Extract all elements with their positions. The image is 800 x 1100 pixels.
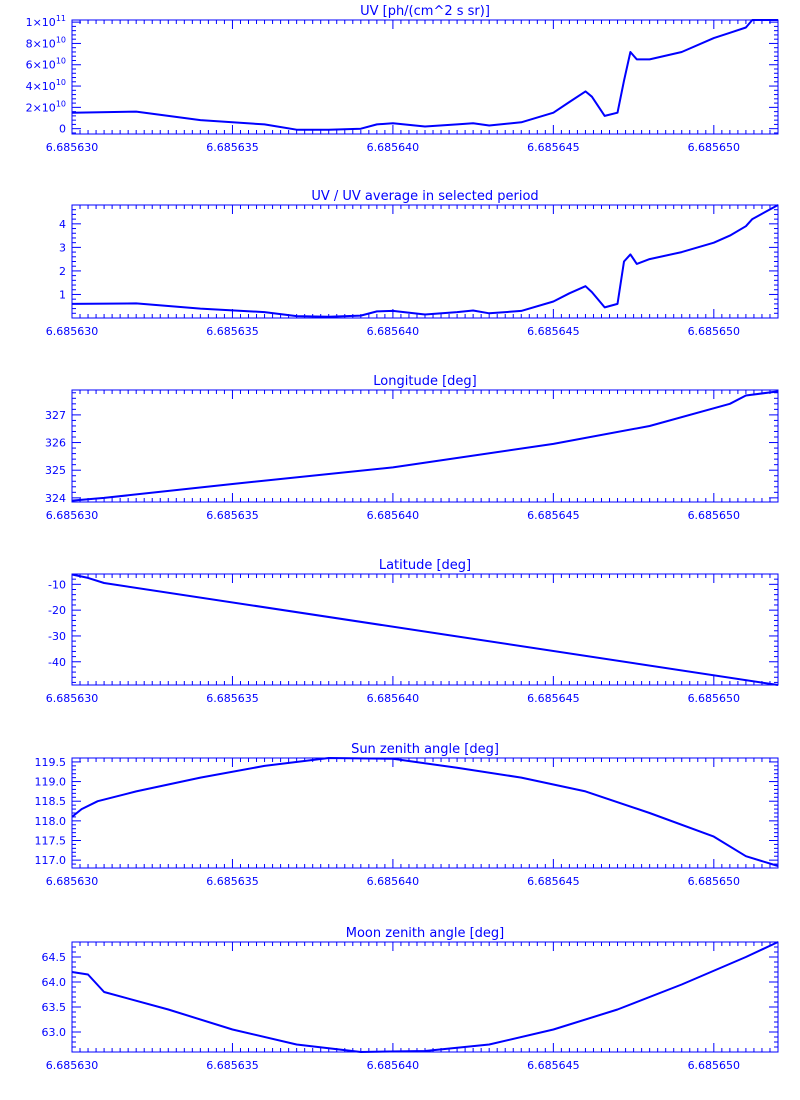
y-tick-mantissa: 4×10 xyxy=(26,80,56,93)
x-tick-label: 6.685645 xyxy=(527,509,580,522)
chart-panel-5: Sun zenith angle [deg] 6.685630 6.685635 6.… xyxy=(35,742,779,888)
y-tick-mantissa: 1×10 xyxy=(26,16,56,29)
y-tick-exponent: 10 xyxy=(56,57,66,66)
chart-title: UV [ph/(cm^2 s sr)] xyxy=(360,4,490,19)
x-tick-label: 6.685640 xyxy=(367,1059,420,1072)
y-tick-exponent: 11 xyxy=(56,14,66,23)
x-tick-label: 6.685635 xyxy=(206,509,259,522)
chart-panel-6: Moon zenith angle [deg] 6.685630 6.685635 6… xyxy=(42,926,779,1072)
y-tick-label: 119.0 xyxy=(35,776,67,789)
y-tick-label: 1×1011 xyxy=(26,14,66,29)
y-tick-label: 8×1010 xyxy=(26,35,66,50)
y-tick-label: 118.0 xyxy=(35,815,67,828)
x-tick-label: 6.685650 xyxy=(688,509,741,522)
y-tick-mantissa: 6×10 xyxy=(26,59,56,72)
y-tick-label: 327 xyxy=(45,409,66,422)
x-tick-label: 6.685645 xyxy=(527,875,580,888)
y-tick-label: 63.0 xyxy=(42,1026,67,1039)
chart-title: Latitude [deg] xyxy=(379,558,471,573)
y-tick-label: 118.5 xyxy=(35,795,67,808)
x-tick-label: 6.685640 xyxy=(367,875,420,888)
y-tick-label: 326 xyxy=(45,437,66,450)
series-line-1 xyxy=(71,757,779,867)
x-tick-label: 6.685635 xyxy=(206,141,259,154)
y-tick-label: 117.0 xyxy=(35,854,67,867)
x-tick-label: 6.685640 xyxy=(367,141,420,154)
y-tick-label: 325 xyxy=(45,464,66,477)
x-tick-label: 6.685640 xyxy=(367,325,420,338)
y-tick-mantissa: 8×10 xyxy=(26,37,56,50)
y-tick-label: 117.5 xyxy=(35,835,67,848)
y-tick-label: 1 xyxy=(59,288,66,301)
y-tick-label: 4 xyxy=(59,218,66,231)
x-tick-label: 6.685645 xyxy=(527,325,580,338)
x-tick-label: 6.685630 xyxy=(46,875,99,888)
y-tick-label: 64.0 xyxy=(42,976,67,989)
y-tick-exponent: 10 xyxy=(56,35,66,44)
series-line-1 xyxy=(71,204,779,318)
y-tick-label: -30 xyxy=(48,630,66,643)
chart-title: Moon zenith angle [deg] xyxy=(346,926,504,941)
x-tick-label: 6.685645 xyxy=(527,1059,580,1072)
y-tick-label: 0 xyxy=(59,123,66,136)
y-tick-label: 2 xyxy=(59,265,66,278)
x-tick-label: 6.685645 xyxy=(527,141,580,154)
series-line-1 xyxy=(71,573,779,686)
x-tick-label: 6.685635 xyxy=(206,875,259,888)
y-tick-label: -20 xyxy=(48,604,66,617)
series-line-1 xyxy=(71,941,779,1053)
plot-frame xyxy=(71,941,779,1053)
plot-frame xyxy=(71,757,779,869)
y-tick-label: 6×1010 xyxy=(26,57,66,72)
chart-title: UV / UV average in selected period xyxy=(311,189,538,204)
x-tick-label: 6.685630 xyxy=(46,509,99,522)
x-tick-label: 6.685630 xyxy=(46,141,99,154)
x-tick-label: 6.685630 xyxy=(46,692,99,705)
x-tick-label: 6.685650 xyxy=(688,692,741,705)
y-tick-exponent: 10 xyxy=(56,99,66,108)
y-tick-mantissa: 2×10 xyxy=(26,101,56,114)
x-tick-label: 6.685650 xyxy=(688,325,741,338)
plot-frame xyxy=(71,204,779,319)
chart-panel-3: Longitude [deg] 6.685630 6.685635 6.685640 6… xyxy=(45,374,779,522)
plot-frame xyxy=(71,389,779,503)
x-tick-label: 6.685650 xyxy=(688,141,741,154)
y-tick-mantissa: 0 xyxy=(59,123,66,136)
y-tick-label: 64.5 xyxy=(42,951,67,964)
x-tick-label: 6.685650 xyxy=(688,875,741,888)
x-tick-label: 6.685635 xyxy=(206,1059,259,1072)
x-tick-label: 6.685640 xyxy=(367,509,420,522)
chart-title: Sun zenith angle [deg] xyxy=(351,742,499,757)
y-tick-label: 119.5 xyxy=(35,756,67,769)
y-tick-label: 4×1010 xyxy=(26,78,66,93)
y-tick-label: -40 xyxy=(48,656,66,669)
x-tick-label: 6.685630 xyxy=(46,325,99,338)
chart-panel-4: Latitude [deg] 6.685630 6.685635 6.685640 6.… xyxy=(46,558,779,705)
y-tick-label: -10 xyxy=(48,578,66,591)
y-tick-label: 2×1010 xyxy=(26,99,66,114)
series-line-1 xyxy=(71,19,778,131)
y-tick-label: 324 xyxy=(45,492,66,505)
chart-panel-1: UV [ph/(cm^2 s sr)] 6.685630 6.685635 6.685… xyxy=(26,4,779,154)
x-tick-label: 6.685635 xyxy=(206,692,259,705)
y-tick-label: 63.5 xyxy=(42,1001,67,1014)
x-tick-label: 6.685650 xyxy=(688,1059,741,1072)
x-tick-label: 6.685635 xyxy=(206,325,259,338)
y-tick-exponent: 10 xyxy=(56,78,66,87)
x-tick-label: 6.685645 xyxy=(527,692,580,705)
chart-panel-2: UV / UV average in selected period 6.6856… xyxy=(46,189,779,338)
x-tick-label: 6.685630 xyxy=(46,1059,99,1072)
series-line-1 xyxy=(71,390,779,502)
y-tick-label: 3 xyxy=(59,241,66,254)
chart-title: Longitude [deg] xyxy=(373,374,476,389)
x-tick-label: 6.685640 xyxy=(367,692,420,705)
